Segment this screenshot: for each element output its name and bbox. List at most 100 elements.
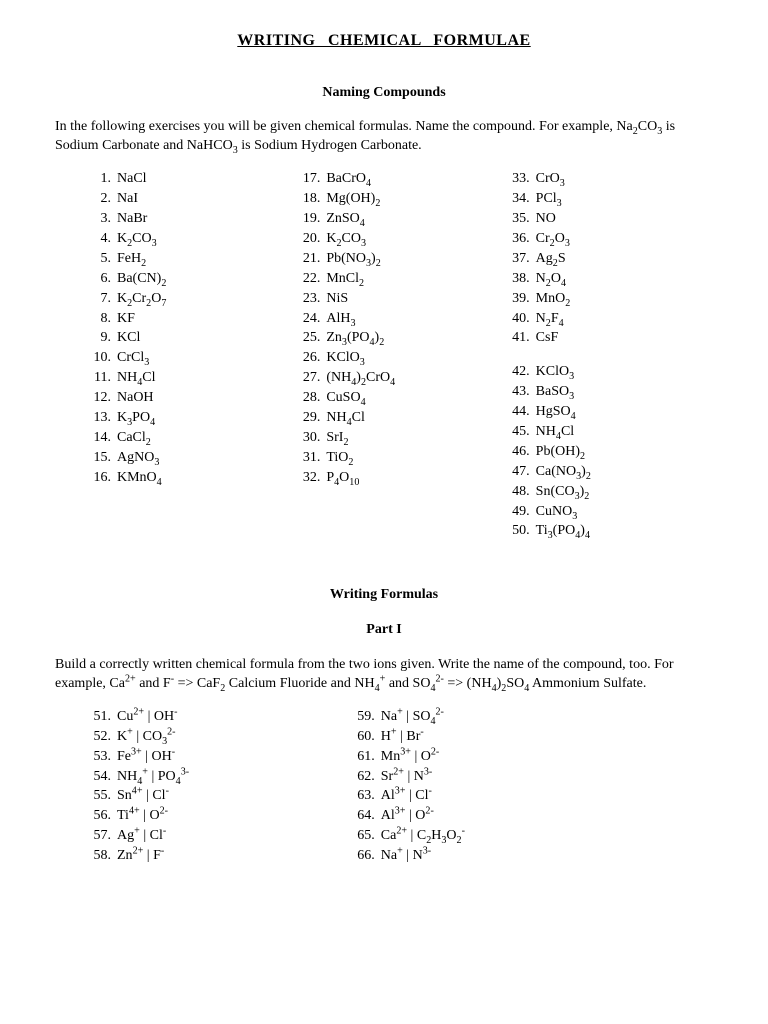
item-formula: CuNO3 xyxy=(536,503,578,522)
list-item: 44.HgSO4 xyxy=(504,403,713,422)
list-item: 4.K2CO3 xyxy=(85,230,294,249)
item-formula: P4O10 xyxy=(326,469,359,488)
item-number: 66. xyxy=(349,847,381,866)
item-formula: NH4+ | PO43- xyxy=(117,768,189,787)
item-number: 48. xyxy=(504,483,536,502)
item-formula: Ag+ | Cl- xyxy=(117,827,166,846)
list-item: 53.Fe3+ | OH- xyxy=(85,748,349,767)
item-number: 29. xyxy=(294,409,326,428)
item-number: 49. xyxy=(504,503,536,522)
list-item: 59.Na+ | SO42- xyxy=(349,708,613,727)
item-number: 46. xyxy=(504,443,536,462)
item-number: 26. xyxy=(294,349,326,368)
item-formula: Cu2+ | OH- xyxy=(117,708,177,727)
item-number: 56. xyxy=(85,807,117,826)
item-formula: K3PO4 xyxy=(117,409,155,428)
list-item: 50.Ti3(PO4)4 xyxy=(504,522,713,541)
list-item: 54.NH4+ | PO43- xyxy=(85,768,349,787)
item-number: 63. xyxy=(349,787,381,806)
item-number: 28. xyxy=(294,389,326,408)
list-item: 34.PCl3 xyxy=(504,190,713,209)
list-item: 58.Zn2+ | F- xyxy=(85,847,349,866)
item-number: 34. xyxy=(504,190,536,209)
item-formula: CuSO4 xyxy=(326,389,365,408)
section1-columns: 1.NaCl2.NaI3.NaBr4.K2CO35.FeH26.Ba(CN)27… xyxy=(55,170,713,542)
item-number: 47. xyxy=(504,463,536,482)
item-formula: NH4Cl xyxy=(117,369,156,388)
item-formula: K2Cr2O7 xyxy=(117,290,166,309)
list-item: 66.Na+ | N3- xyxy=(349,847,613,866)
item-number: 27. xyxy=(294,369,326,388)
item-number: 36. xyxy=(504,230,536,249)
item-formula: KF xyxy=(117,310,135,329)
list-item: 1.NaCl xyxy=(85,170,294,189)
list-item: 62.Sr2+ | N3- xyxy=(349,768,613,787)
item-formula: TiO2 xyxy=(326,449,353,468)
item-number: 39. xyxy=(504,290,536,309)
item-formula: KClO3 xyxy=(326,349,365,368)
item-formula: HgSO4 xyxy=(536,403,576,422)
list-item: 26.KClO3 xyxy=(294,349,503,368)
item-formula: NH4Cl xyxy=(326,409,365,428)
item-formula: NaOH xyxy=(117,389,154,408)
item-formula: CrCl3 xyxy=(117,349,149,368)
list-item: 64.Al3+ | O2- xyxy=(349,807,613,826)
list-item: 2.NaI xyxy=(85,190,294,209)
item-number: 57. xyxy=(85,827,117,846)
list-item: 52.K+ | CO32- xyxy=(85,728,349,747)
item-number: 24. xyxy=(294,310,326,329)
list-item: 6.Ba(CN)2 xyxy=(85,270,294,289)
item-number: 7. xyxy=(85,290,117,309)
list-item: 43.BaSO3 xyxy=(504,383,713,402)
item-formula: PCl3 xyxy=(536,190,562,209)
list-item: 60.H+ | Br- xyxy=(349,728,613,747)
list-item: 27.(NH4)2CrO4 xyxy=(294,369,503,388)
list-item: 36.Cr2O3 xyxy=(504,230,713,249)
section1-intro: In the following exercises you will be g… xyxy=(55,118,713,156)
item-formula: Fe3+ | OH- xyxy=(117,748,175,767)
item-formula: NiS xyxy=(326,290,348,309)
list-item: 13.K3PO4 xyxy=(85,409,294,428)
section2-col1: 51.Cu2+ | OH-52.K+ | CO32-53.Fe3+ | OH-5… xyxy=(85,708,349,867)
item-number: 6. xyxy=(85,270,117,289)
list-item: 41.CsF xyxy=(504,329,713,348)
section1-col1: 1.NaCl2.NaI3.NaBr4.K2CO35.FeH26.Ba(CN)27… xyxy=(85,170,294,542)
item-formula: Ti4+ | O2- xyxy=(117,807,168,826)
list-item: 31.TiO2 xyxy=(294,449,503,468)
list-item: 61.Mn3+ | O2- xyxy=(349,748,613,767)
section1-col2: 17.BaCrO418.Mg(OH)219.ZnSO420.K2CO321.Pb… xyxy=(294,170,503,542)
list-item: 30.SrI2 xyxy=(294,429,503,448)
list-item: 23.NiS xyxy=(294,290,503,309)
item-number: 40. xyxy=(504,310,536,329)
item-formula: H+ | Br- xyxy=(381,728,424,747)
item-formula: K+ | CO32- xyxy=(117,728,176,747)
page-title: WRITING CHEMICAL FORMULAE xyxy=(55,30,713,52)
list-item: 57.Ag+ | Cl- xyxy=(85,827,349,846)
list-item: 46.Pb(OH)2 xyxy=(504,443,713,462)
item-formula: Mn3+ | O2- xyxy=(381,748,440,767)
item-formula: BaCrO4 xyxy=(326,170,371,189)
list-item: 28.CuSO4 xyxy=(294,389,503,408)
item-formula: NaBr xyxy=(117,210,147,229)
item-formula: Zn2+ | F- xyxy=(117,847,164,866)
item-number: 35. xyxy=(504,210,536,229)
item-formula: Ca(NO3)2 xyxy=(536,463,591,482)
item-formula: Sr2+ | N3- xyxy=(381,768,433,787)
item-formula: AlH3 xyxy=(326,310,355,329)
item-formula: Cr2O3 xyxy=(536,230,570,249)
list-item: 9.KCl xyxy=(85,329,294,348)
list-item: 56.Ti4+ | O2- xyxy=(85,807,349,826)
item-formula: Ba(CN)2 xyxy=(117,270,166,289)
item-number: 5. xyxy=(85,250,117,269)
item-formula: Al3+ | Cl- xyxy=(381,787,432,806)
list-item: 35.NO xyxy=(504,210,713,229)
list-item: 11.NH4Cl xyxy=(85,369,294,388)
list-item: 33.CrO3 xyxy=(504,170,713,189)
list-item: 65.Ca2+ | C2H3O2- xyxy=(349,827,613,846)
list-item: 48.Sn(CO3)2 xyxy=(504,483,713,502)
item-number: 2. xyxy=(85,190,117,209)
item-number: 55. xyxy=(85,787,117,806)
item-number: 16. xyxy=(85,469,117,488)
item-formula: ZnSO4 xyxy=(326,210,365,229)
item-formula: NH4Cl xyxy=(536,423,575,442)
